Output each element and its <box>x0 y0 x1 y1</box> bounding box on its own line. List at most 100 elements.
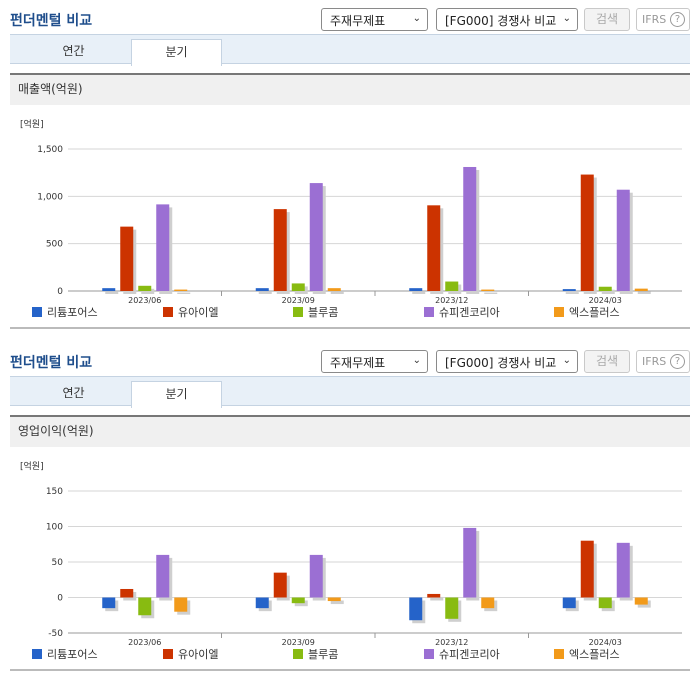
y-tick-label: 500 <box>46 240 63 250</box>
bar[interactable] <box>255 288 269 291</box>
compare-select[interactable]: [FG000] 경쟁사 비교 ⌄ <box>436 350 578 373</box>
bar[interactable] <box>409 288 423 291</box>
x-tick-label: 2023/12 <box>435 638 468 647</box>
legend-swatch <box>163 307 173 317</box>
legend-label[interactable]: 유아이엘 <box>178 648 218 661</box>
x-tick-label: 2023/06 <box>128 296 161 305</box>
bar[interactable] <box>427 205 441 291</box>
bar[interactable] <box>616 542 630 598</box>
compare-value: [FG000] 경쟁사 비교 <box>445 356 557 370</box>
bar[interactable] <box>156 204 170 291</box>
ifrs-label: IFRS <box>642 355 667 368</box>
bar[interactable] <box>309 554 323 598</box>
bar[interactable] <box>580 174 594 291</box>
legend-swatch <box>554 307 564 317</box>
bar-shadow <box>484 292 498 294</box>
search-button[interactable]: 검색 <box>584 8 630 31</box>
legend-label[interactable]: 블루콤 <box>308 648 338 661</box>
y-tick-label: 50 <box>52 558 64 568</box>
legend-label[interactable]: 엑스플러스 <box>569 648 620 661</box>
bar[interactable] <box>138 285 152 291</box>
report-type-value: 주재무제표 <box>330 356 386 370</box>
legend-swatch <box>163 649 173 659</box>
bar[interactable] <box>174 597 188 612</box>
bar-shadow <box>177 292 191 294</box>
bar[interactable] <box>634 288 648 291</box>
report-type-value: 주재무제표 <box>330 14 386 28</box>
bar[interactable] <box>481 597 495 609</box>
bar-shadow <box>105 291 119 294</box>
revenue-chart: [억원] 0 500 1,000 1,500 2023/06 2023/09 2023/12 2… <box>20 118 682 319</box>
bar[interactable] <box>445 597 459 619</box>
legend-label[interactable]: 슈피겐코리아 <box>439 306 500 319</box>
y-unit-label: [억원] <box>20 460 44 472</box>
tab-quarter[interactable]: 분기 <box>131 381 222 408</box>
x-tick-label: 2024/03 <box>589 638 622 647</box>
bar[interactable] <box>327 597 341 602</box>
help-icon: ? <box>670 12 685 27</box>
bar[interactable] <box>102 597 116 609</box>
chevron-down-icon: ⌄ <box>562 13 571 24</box>
bar[interactable] <box>562 289 576 291</box>
legend-swatch <box>293 307 303 317</box>
legend-label[interactable]: 블루콤 <box>308 306 338 319</box>
bar[interactable] <box>445 281 459 291</box>
x-tick-label: 2023/09 <box>282 296 315 305</box>
tab-quarter[interactable]: 분기 <box>131 39 222 66</box>
bar[interactable] <box>120 588 134 598</box>
bar[interactable] <box>102 288 116 291</box>
tab-annual[interactable]: 연간 <box>62 44 85 58</box>
chevron-down-icon: ⌄ <box>562 355 571 366</box>
section-header: 펀더멘털 비교 주재무제표 ⌄ [FG000] 경쟁사 비교 ⌄ 검색 IFRS… <box>10 0 690 34</box>
legend-label[interactable]: 유아이엘 <box>178 306 218 319</box>
bar-shadow <box>330 291 344 294</box>
bar[interactable] <box>255 597 269 609</box>
bar[interactable] <box>174 289 188 291</box>
bar[interactable] <box>481 289 495 291</box>
bar[interactable] <box>409 597 423 621</box>
y-tick-label: 1,000 <box>37 192 63 202</box>
bar-shadow <box>412 291 426 294</box>
legend-label[interactable]: 리튬포어스 <box>47 306 98 319</box>
legend-label[interactable]: 엑스플러스 <box>569 306 620 319</box>
report-type-select[interactable]: 주재무제표 ⌄ <box>321 350 428 373</box>
chevron-down-icon: ⌄ <box>412 355 421 366</box>
revenue-section: 펀더멘털 비교 주재무제표 ⌄ [FG000] 경쟁사 비교 ⌄ 검색 IFRS… <box>10 0 690 329</box>
bar[interactable] <box>580 540 594 598</box>
tab-annual[interactable]: 연간 <box>62 386 85 400</box>
compare-select[interactable]: [FG000] 경쟁사 비교 ⌄ <box>436 8 578 31</box>
bar[interactable] <box>291 597 305 604</box>
y-tick-label: 1,500 <box>37 145 63 155</box>
bar[interactable] <box>616 189 630 291</box>
legend-swatch <box>32 649 42 659</box>
search-button[interactable]: 검색 <box>584 350 630 373</box>
bar[interactable] <box>273 572 287 598</box>
operating-profit-chart-area: [억원] -50 0 50 100 150 2023/06 2023/09 2023/12 202… <box>10 447 690 671</box>
bar[interactable] <box>562 597 576 609</box>
bar[interactable] <box>138 597 152 616</box>
y-tick-label: 0 <box>57 287 63 297</box>
bar[interactable] <box>598 286 612 291</box>
bar[interactable] <box>463 527 477 598</box>
bar[interactable] <box>309 183 323 291</box>
bar[interactable] <box>156 554 170 598</box>
compare-value: [FG000] 경쟁사 비교 <box>445 14 557 28</box>
bar[interactable] <box>463 166 477 291</box>
bar[interactable] <box>427 593 441 598</box>
bar[interactable] <box>120 226 134 291</box>
bar[interactable] <box>273 209 287 291</box>
bar[interactable] <box>327 288 341 291</box>
period-tabs: 연간 분기 <box>10 376 690 408</box>
bar[interactable] <box>634 597 648 605</box>
bar[interactable] <box>291 283 305 291</box>
section-title: 펀더멘털 비교 <box>10 355 93 371</box>
report-type-select[interactable]: 주재무제표 ⌄ <box>321 8 428 31</box>
ifrs-button[interactable]: IFRS ? <box>636 350 690 373</box>
ifrs-button[interactable]: IFRS ? <box>636 8 690 31</box>
bar[interactable] <box>598 597 612 609</box>
legend-label[interactable]: 슈피겐코리아 <box>439 648 500 661</box>
y-tick-label: 0 <box>57 594 63 604</box>
x-tick-label: 2023/12 <box>435 296 468 305</box>
bar-shadow <box>565 292 579 294</box>
legend-label[interactable]: 리튬포어스 <box>47 648 98 661</box>
